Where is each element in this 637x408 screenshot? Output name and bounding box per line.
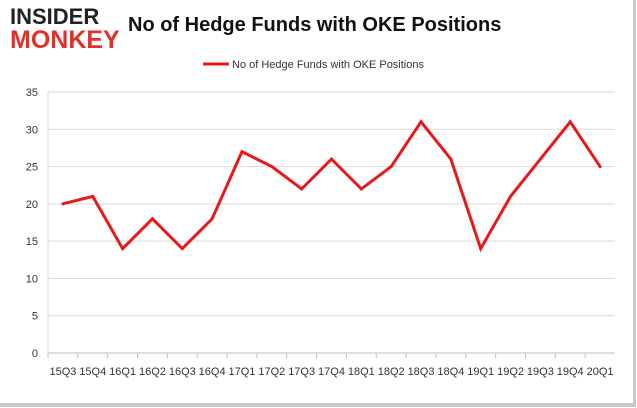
y-tick-label: 20: [26, 199, 38, 211]
data-point: [180, 247, 184, 251]
y-tick-label: 35: [26, 87, 38, 99]
x-tick-label: 19Q1: [467, 366, 494, 378]
data-point: [538, 157, 542, 161]
data-point: [568, 120, 572, 124]
grid: [47, 91, 615, 354]
data-point: [509, 194, 513, 198]
data-point: [61, 202, 65, 206]
x-tick-label: 19Q4: [557, 366, 584, 378]
data-point: [449, 157, 453, 161]
data-point: [150, 217, 154, 221]
insider-monkey-logo: INSIDER MONKEY: [10, 6, 120, 53]
x-tick-label: 16Q2: [139, 366, 166, 378]
data-point: [598, 165, 602, 169]
x-tick-label: 18Q3: [408, 366, 435, 378]
y-tick-label: 30: [26, 124, 38, 136]
x-tick-label: 17Q3: [288, 366, 315, 378]
x-tick-label: 16Q4: [199, 366, 226, 378]
x-tick-label: 15Q3: [49, 366, 76, 378]
logo-bottom-text: MONKEY: [10, 26, 120, 54]
data-point: [419, 120, 423, 124]
data-point: [240, 150, 244, 154]
x-tick-label: 17Q1: [229, 366, 256, 378]
chart-title: No of Hedge Funds with OKE Positions: [128, 14, 502, 36]
x-tick-label: 19Q2: [497, 366, 524, 378]
x-tick-label: 18Q2: [378, 366, 405, 378]
y-tick-label: 10: [26, 273, 38, 285]
y-tick-label: 25: [26, 162, 38, 174]
data-point: [389, 165, 393, 169]
y-tick-label: 15: [26, 236, 38, 248]
data-point: [359, 187, 363, 191]
legend: No of Hedge Funds with OKE Positions: [203, 59, 424, 71]
x-tick-label: 20Q1: [587, 366, 614, 378]
x-tick-label: 18Q4: [437, 366, 464, 378]
x-tick-label: 18Q1: [348, 366, 375, 378]
logo-top-text: INSIDER: [10, 4, 100, 29]
data-point: [121, 247, 125, 251]
y-axis-ticks: 0 5 10 15 20 25 30 35: [26, 87, 38, 360]
x-tick-label: 16Q1: [109, 366, 136, 378]
data-point: [330, 157, 333, 161]
data-point: [479, 247, 483, 251]
x-tick-label: 19Q3: [527, 366, 554, 378]
x-tick-label: 17Q2: [258, 366, 285, 378]
x-tick-label: 17Q4: [318, 366, 345, 378]
x-tick-label: 15Q4: [79, 366, 106, 378]
data-points: [61, 120, 602, 251]
y-tick-label: 5: [32, 311, 38, 323]
data-point: [91, 194, 95, 198]
x-tick-label: 16Q3: [169, 366, 196, 378]
data-point: [270, 165, 274, 169]
data-point: [300, 187, 304, 191]
data-point: [210, 217, 214, 221]
series-line-oke: [62, 119, 602, 253]
x-axis-ticks: 15Q3 15Q4 16Q1 16Q2 16Q3 16Q4 17Q1 17Q2 17Q3 17Q4…: [47, 353, 614, 378]
y-tick-label: 0: [32, 348, 38, 360]
legend-label: No of Hedge Funds with OKE Positions: [232, 59, 424, 71]
